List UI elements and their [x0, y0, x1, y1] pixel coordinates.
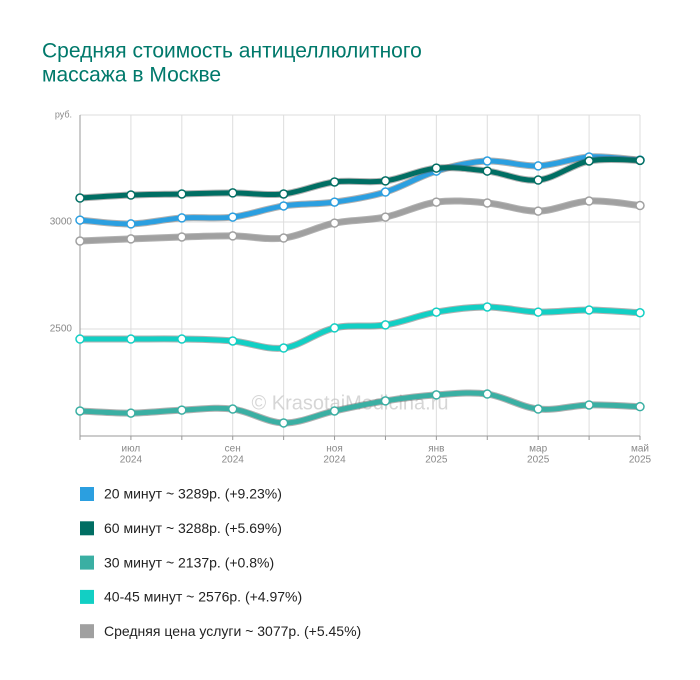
- point: [380, 212, 391, 222]
- x-tick-label: янв: [428, 444, 444, 455]
- point: [380, 176, 391, 186]
- point: [75, 236, 85, 246]
- point: [126, 219, 136, 229]
- legend-swatch: [80, 487, 94, 501]
- point: [227, 231, 238, 241]
- point: [227, 336, 238, 346]
- point: [329, 406, 340, 416]
- legend-swatch: [80, 521, 94, 536]
- legend-swatch: [80, 589, 94, 604]
- point: [533, 161, 543, 171]
- point: [227, 188, 238, 198]
- point: [635, 401, 645, 412]
- point: [177, 213, 187, 223]
- point: [75, 334, 85, 344]
- point: [278, 418, 289, 428]
- point: [482, 302, 493, 312]
- x-tick-label: май: [631, 444, 649, 455]
- x-tick-label: мар: [529, 444, 547, 455]
- point: [126, 234, 136, 244]
- point: [380, 396, 391, 406]
- point: [126, 190, 136, 200]
- point: [75, 193, 85, 203]
- point: [126, 408, 136, 418]
- point: [278, 201, 289, 211]
- point: [533, 206, 543, 216]
- point: [278, 233, 289, 243]
- point: [635, 307, 645, 318]
- point: [635, 200, 645, 211]
- legend-label: 40-45 минут ~ 2576р. (+4.97%): [104, 589, 302, 605]
- y-tick-label: 2500: [50, 324, 73, 335]
- line: [79, 154, 641, 227]
- point: [482, 198, 493, 208]
- line-outline: [79, 153, 641, 228]
- point: [533, 175, 543, 185]
- legend-label: 60 минут ~ 3288р. (+5.69%): [104, 520, 282, 536]
- point: [431, 307, 442, 317]
- point: [329, 323, 340, 333]
- legend-label: 30 минут ~ 2137р. (+0.8%): [104, 554, 274, 570]
- point: [635, 155, 645, 166]
- point: [482, 389, 493, 399]
- legend-label: Средняя цена услуги ~ 3077р. (+5.45%): [104, 623, 361, 639]
- legend-label: 20 минут ~ 3289р. (+9.23%): [104, 486, 282, 502]
- x-tick-label: июл: [122, 444, 141, 455]
- point: [584, 156, 594, 166]
- legend-swatch: [80, 624, 94, 639]
- x-tick-label: 2024: [120, 455, 143, 466]
- point: [278, 189, 289, 199]
- point: [177, 189, 187, 199]
- chart-title: Средняя стоимость антицеллюлитного: [42, 40, 422, 63]
- point: [177, 334, 187, 344]
- point: [227, 212, 238, 222]
- point: [431, 390, 442, 400]
- chart-title: массажа в Москве: [42, 64, 221, 87]
- point: [431, 163, 442, 173]
- y-tick-label: руб.: [55, 109, 72, 119]
- y-tick-label: 3000: [50, 217, 73, 228]
- x-tick-label: 2025: [629, 455, 652, 466]
- x-tick-label: 2025: [425, 455, 448, 466]
- point: [482, 156, 493, 166]
- point: [584, 305, 594, 315]
- point: [177, 405, 187, 415]
- point: [584, 196, 594, 206]
- point: [584, 400, 594, 410]
- point: [126, 334, 136, 344]
- point: [329, 218, 340, 228]
- x-tick-label: ноя: [326, 444, 343, 455]
- point: [533, 307, 543, 317]
- x-tick-label: 2024: [222, 455, 245, 466]
- point: [177, 232, 187, 242]
- point: [482, 166, 493, 176]
- legend-swatch: [80, 555, 94, 570]
- point: [75, 406, 85, 416]
- point: [431, 197, 442, 207]
- point: [329, 177, 340, 187]
- point: [227, 404, 238, 414]
- x-tick-label: 2025: [527, 455, 550, 466]
- point: [380, 320, 391, 330]
- point: [380, 187, 391, 197]
- point: [533, 404, 543, 414]
- point: [75, 215, 85, 225]
- point: [278, 343, 289, 353]
- point: [329, 197, 340, 207]
- x-tick-label: сен: [225, 444, 241, 455]
- x-tick-label: 2024: [323, 455, 346, 466]
